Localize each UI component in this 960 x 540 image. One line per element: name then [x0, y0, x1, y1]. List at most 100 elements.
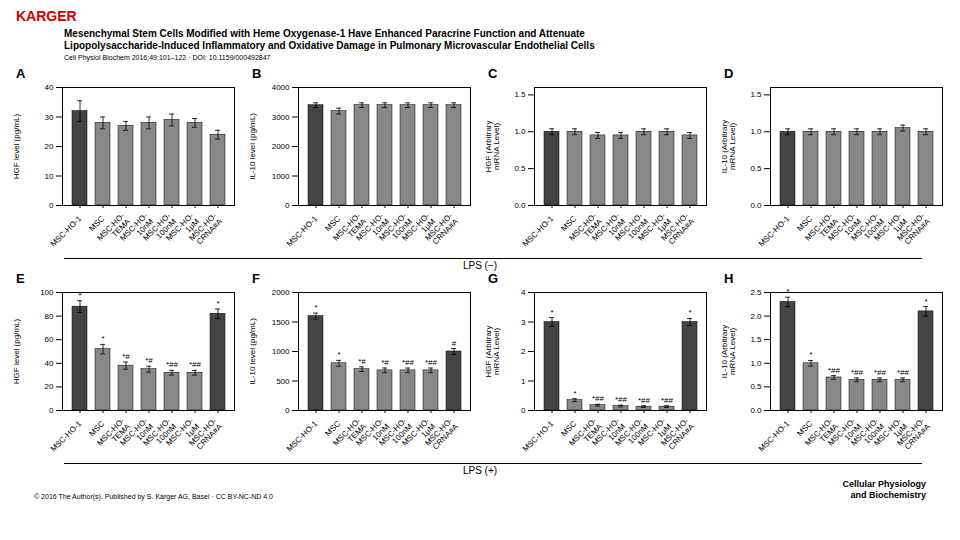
svg-text:IL-10 (ArbitrarymRNA Level): IL-10 (ArbitrarymRNA Level) [720, 120, 737, 173]
svg-text:MSC-HO-CRNA#A: MSC-HO-CRNA#A [895, 211, 932, 248]
svg-text:20: 20 [45, 382, 54, 391]
svg-text:3: 3 [521, 318, 526, 327]
svg-text:80: 80 [45, 312, 54, 321]
svg-text:100: 100 [40, 288, 54, 297]
html-text:MSC-HO-: MSC-HO- [164, 211, 196, 243]
svg-text:*#: *# [145, 356, 153, 365]
svg-text:0.0: 0.0 [750, 201, 762, 210]
svg-text:MSC-HO-CRNA#A: MSC-HO-CRNA#A [895, 416, 932, 453]
svg-text:HGF (ArbitrarymRNA Level): HGF (ArbitrarymRNA Level) [484, 326, 501, 378]
svg-text:500: 500 [276, 377, 290, 386]
html-text:MSC-HO-: MSC-HO- [354, 211, 386, 243]
svg-text:1.5: 1.5 [750, 335, 762, 344]
svg-text:HGF (ArbitrarymRNA Level): HGF (ArbitrarymRNA Level) [484, 121, 501, 173]
html-text:MSC-HO-: MSC-HO- [377, 211, 409, 243]
svg-text:10: 10 [45, 172, 54, 181]
svg-text:*: * [786, 287, 789, 296]
svg-text:1.0: 1.0 [750, 359, 762, 368]
svg-text:2.0: 2.0 [750, 312, 762, 321]
svg-text:*: * [101, 334, 104, 343]
svg-text:*##: *## [166, 360, 179, 369]
svg-text:0: 0 [521, 406, 526, 415]
svg-text:2.5: 2.5 [750, 288, 762, 297]
svg-text:*: * [573, 389, 576, 398]
svg-text:*: * [337, 350, 340, 359]
svg-text:0: 0 [285, 406, 290, 415]
svg-text:HGF level (pg/mL): HGF level (pg/mL) [12, 113, 21, 179]
svg-text:*: * [78, 291, 81, 300]
svg-text:20: 20 [45, 142, 54, 151]
svg-text:MSC-HO-CRNA#A: MSC-HO-CRNA#A [187, 211, 224, 248]
svg-text:30: 30 [45, 113, 54, 122]
svg-text:*: * [809, 350, 812, 359]
svg-text:*: * [216, 299, 219, 308]
svg-text:1.5: 1.5 [514, 90, 526, 99]
svg-text:*##: *## [638, 396, 651, 405]
svg-text:MSC-HO-CRNA#A: MSC-HO-CRNA#A [659, 211, 696, 248]
svg-text:*##: *## [661, 396, 674, 405]
svg-text:*##: *## [828, 366, 841, 375]
svg-text:40: 40 [45, 83, 54, 92]
svg-text:*: * [314, 303, 317, 312]
svg-text:MSC-HO-1: MSC-HO-1 [49, 214, 84, 249]
svg-text:1000: 1000 [272, 172, 290, 181]
svg-text:1.0: 1.0 [514, 127, 526, 136]
svg-text:0.0: 0.0 [750, 406, 762, 415]
svg-text:*##: *## [189, 360, 202, 369]
svg-text:60: 60 [45, 335, 54, 344]
svg-text:*##: *## [897, 368, 910, 377]
svg-text:*##: *## [425, 358, 438, 367]
svg-text:4000: 4000 [272, 83, 290, 92]
svg-text:1: 1 [521, 377, 526, 386]
svg-text:0: 0 [49, 201, 54, 210]
svg-text:*#: *# [381, 358, 389, 367]
svg-text:IL-10 level (pg/mL): IL-10 level (pg/mL) [248, 318, 257, 385]
svg-text:1.5: 1.5 [750, 90, 762, 99]
svg-text:MSC-HO-CRNA#A: MSC-HO-CRNA#A [659, 416, 696, 453]
svg-text:IL-10 level (pg/mL): IL-10 level (pg/mL) [248, 113, 257, 180]
svg-text:*##: *## [402, 358, 415, 367]
svg-text:3000: 3000 [272, 113, 290, 122]
svg-text:*##: *## [592, 394, 605, 403]
svg-text:MSC-HO-1: MSC-HO-1 [49, 419, 84, 454]
svg-text:MSC-HO-1: MSC-HO-1 [757, 214, 792, 249]
svg-text:0.5: 0.5 [750, 164, 762, 173]
svg-text:*##: *## [615, 395, 628, 404]
svg-text:2: 2 [521, 347, 526, 356]
html-text:MSC-HO-: MSC-HO- [331, 211, 363, 243]
svg-text:*##: *## [851, 368, 864, 377]
svg-text:1000: 1000 [272, 347, 290, 356]
html-text:MSC-HO-: MSC-HO- [95, 211, 127, 243]
svg-text:MSC-HO-1: MSC-HO-1 [521, 214, 556, 249]
svg-text:MSC-HO-1: MSC-HO-1 [757, 419, 792, 454]
svg-text:40: 40 [45, 359, 54, 368]
svg-text:*: * [688, 308, 691, 317]
svg-text:1.0: 1.0 [750, 127, 762, 136]
html-text:MSC-HO-: MSC-HO- [118, 211, 150, 243]
svg-text:*##: *## [874, 368, 887, 377]
svg-text:MSC-HO-1: MSC-HO-1 [285, 419, 320, 454]
svg-text:2000: 2000 [272, 142, 290, 151]
svg-text:*#: *# [122, 352, 130, 361]
svg-text:MSC-HO-CRNA#A: MSC-HO-CRNA#A [423, 416, 460, 453]
html-text:MSC-HO-: MSC-HO- [141, 211, 173, 243]
svg-text:#: # [452, 339, 457, 348]
svg-text:MSC-HO-1: MSC-HO-1 [285, 214, 320, 249]
svg-text:MSC-HO-CRNA#A: MSC-HO-CRNA#A [187, 416, 224, 453]
svg-text:HGF level (pg/mL): HGF level (pg/mL) [12, 318, 21, 384]
svg-text:*: * [924, 297, 927, 306]
svg-text:0.5: 0.5 [750, 382, 762, 391]
svg-text:2000: 2000 [272, 288, 290, 297]
html-text:MSC-HO-: MSC-HO- [400, 211, 432, 243]
svg-text:*: * [550, 308, 553, 317]
svg-text:MSC-HO-1: MSC-HO-1 [521, 419, 556, 454]
svg-text:IL-10 (ArbitrarymRNA Level): IL-10 (ArbitrarymRNA Level) [720, 325, 737, 378]
svg-text:*#: *# [358, 357, 366, 366]
svg-text:4: 4 [521, 288, 526, 297]
svg-text:0: 0 [285, 201, 290, 210]
svg-text:0.0: 0.0 [514, 201, 526, 210]
svg-text:MSC-HO-CRNA#A: MSC-HO-CRNA#A [423, 211, 460, 248]
svg-text:0.5: 0.5 [514, 164, 526, 173]
svg-text:0: 0 [49, 406, 54, 415]
svg-text:1500: 1500 [272, 318, 290, 327]
